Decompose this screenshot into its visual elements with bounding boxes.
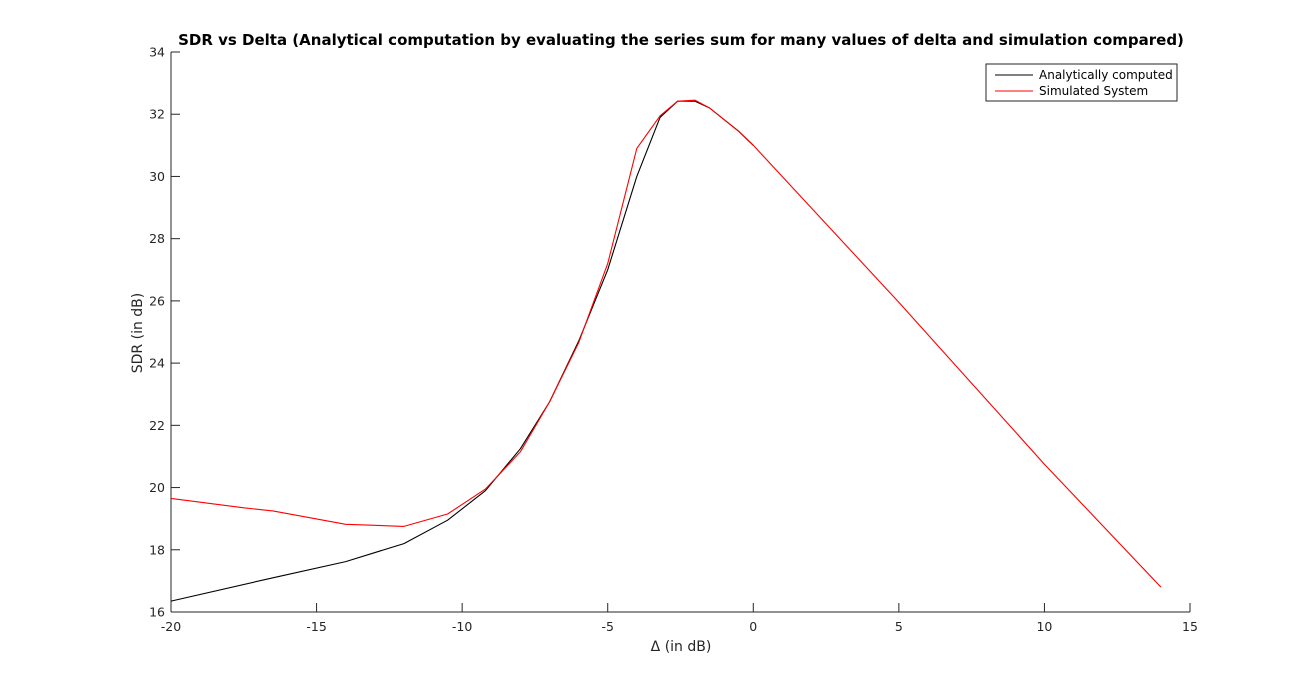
x-tick-label-3: -5 bbox=[601, 619, 613, 634]
x-tick-label-7: 15 bbox=[1182, 619, 1198, 634]
x-tick-label-6: 10 bbox=[1036, 619, 1052, 634]
legend: Analytically computed Simulated System bbox=[985, 63, 1178, 102]
y-tick-label-1: 18 bbox=[149, 542, 165, 557]
y-tick-label-0: 16 bbox=[149, 605, 165, 620]
x-tick-label-0: -20 bbox=[161, 619, 181, 634]
legend-box bbox=[985, 63, 1178, 102]
y-tick-label-6: 28 bbox=[149, 231, 165, 246]
y-tick-label-4: 24 bbox=[149, 356, 165, 371]
x-axis-label: Δ (in dB) bbox=[651, 639, 712, 655]
x-tick-label-4: 0 bbox=[749, 619, 757, 634]
series-line-analytical bbox=[170, 100, 754, 602]
legend-label-1: Simulated System bbox=[1039, 84, 1148, 98]
legend-label-0: Analytically computed bbox=[1039, 68, 1173, 82]
x-tick-label-5: 5 bbox=[895, 619, 903, 634]
chart-title: SDR vs Delta (Analytical computation by … bbox=[178, 31, 1184, 49]
series-line-simulated bbox=[170, 99, 1162, 588]
y-tick-label-2: 20 bbox=[149, 480, 165, 495]
y-tick-label-3: 22 bbox=[149, 418, 165, 433]
plot-area: -20 -15 -10 -5 0 5 10 15 16 18 20 22 24 26 28 30 32 34 bbox=[149, 45, 1198, 635]
y-tick-label-5: 26 bbox=[149, 293, 165, 308]
y-axis-label: SDR (in dB) bbox=[130, 293, 146, 373]
y-tick-label-9: 34 bbox=[149, 45, 165, 60]
y-tick-label-8: 32 bbox=[149, 107, 165, 122]
x-tick-label-2: -10 bbox=[452, 619, 472, 634]
x-tick-label-1: -15 bbox=[306, 619, 326, 634]
y-tick-label-7: 30 bbox=[149, 169, 165, 184]
